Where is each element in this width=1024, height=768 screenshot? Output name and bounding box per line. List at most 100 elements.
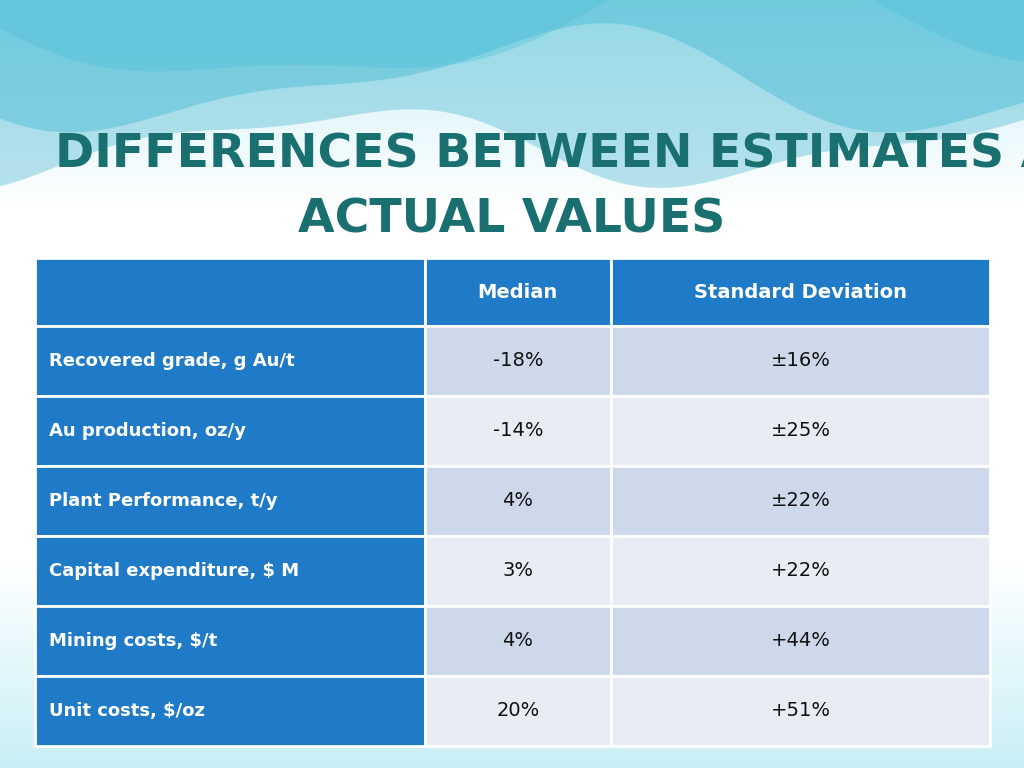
Bar — [0, 701, 1024, 702]
Bar — [0, 669, 1024, 670]
Bar — [0, 618, 1024, 619]
Bar — [0, 24, 1024, 25]
Bar — [0, 697, 1024, 698]
Text: ±22%: ±22% — [770, 492, 830, 511]
Bar — [0, 3, 1024, 4]
Bar — [0, 721, 1024, 722]
Bar — [0, 188, 1024, 189]
Bar — [0, 756, 1024, 757]
Bar — [0, 754, 1024, 755]
Bar — [35, 326, 425, 396]
Text: Au production, oz/y: Au production, oz/y — [49, 422, 246, 440]
Bar — [0, 620, 1024, 621]
Bar — [0, 749, 1024, 750]
Bar — [0, 565, 1024, 566]
Bar — [425, 536, 611, 606]
Bar — [0, 104, 1024, 105]
Bar — [0, 719, 1024, 720]
Bar — [0, 638, 1024, 639]
Bar — [0, 561, 1024, 562]
Bar — [0, 193, 1024, 194]
Bar — [0, 577, 1024, 578]
Bar — [0, 55, 1024, 56]
Bar — [0, 676, 1024, 677]
Bar — [0, 91, 1024, 92]
Bar — [0, 613, 1024, 614]
Text: -14%: -14% — [493, 422, 543, 441]
Bar — [0, 57, 1024, 58]
Bar — [0, 199, 1024, 200]
Bar — [0, 700, 1024, 701]
Bar — [0, 200, 1024, 201]
Bar — [0, 180, 1024, 181]
Bar — [0, 145, 1024, 146]
Bar — [0, 153, 1024, 154]
Bar — [0, 204, 1024, 205]
Bar — [0, 568, 1024, 569]
Text: Unit costs, $/oz: Unit costs, $/oz — [49, 702, 205, 720]
Bar — [0, 206, 1024, 207]
Bar — [0, 7, 1024, 8]
Bar — [0, 170, 1024, 171]
Bar — [0, 196, 1024, 197]
Bar — [0, 628, 1024, 629]
Bar — [0, 643, 1024, 644]
Bar — [0, 71, 1024, 72]
Bar — [0, 35, 1024, 36]
Bar — [0, 130, 1024, 131]
Bar — [425, 466, 611, 536]
Bar — [0, 593, 1024, 594]
Bar — [0, 703, 1024, 704]
Bar — [0, 58, 1024, 59]
Bar — [0, 622, 1024, 623]
Bar — [0, 154, 1024, 155]
Bar — [0, 37, 1024, 38]
Bar — [0, 575, 1024, 576]
Bar — [0, 183, 1024, 184]
Bar — [0, 737, 1024, 738]
Bar — [0, 712, 1024, 713]
Bar — [0, 146, 1024, 147]
Bar — [0, 73, 1024, 74]
Bar — [0, 752, 1024, 753]
Bar — [0, 589, 1024, 590]
Bar — [0, 110, 1024, 111]
Text: 20%: 20% — [496, 701, 540, 720]
Bar — [0, 46, 1024, 47]
Bar — [0, 751, 1024, 752]
Bar — [0, 181, 1024, 182]
Polygon shape — [0, 0, 1024, 132]
Bar — [0, 44, 1024, 45]
Bar — [0, 693, 1024, 694]
Bar — [0, 138, 1024, 139]
Bar — [0, 172, 1024, 173]
Bar — [0, 169, 1024, 170]
Bar — [0, 96, 1024, 97]
Bar — [0, 572, 1024, 573]
Bar — [0, 125, 1024, 126]
Bar — [0, 696, 1024, 697]
Bar — [0, 20, 1024, 21]
Bar — [0, 636, 1024, 637]
Bar — [0, 190, 1024, 191]
Bar — [0, 699, 1024, 700]
Bar — [0, 679, 1024, 680]
Bar — [0, 25, 1024, 26]
Bar — [0, 152, 1024, 153]
Bar — [0, 747, 1024, 748]
Bar — [0, 166, 1024, 167]
Bar — [0, 160, 1024, 161]
Bar — [0, 580, 1024, 581]
Bar — [0, 173, 1024, 174]
Bar — [0, 92, 1024, 93]
Bar — [0, 132, 1024, 133]
Bar — [0, 727, 1024, 728]
Bar — [0, 70, 1024, 71]
Bar — [0, 607, 1024, 608]
Bar — [0, 758, 1024, 759]
Text: +22%: +22% — [770, 561, 830, 581]
Bar — [0, 34, 1024, 35]
Bar — [0, 695, 1024, 696]
Bar — [35, 466, 425, 536]
Bar — [0, 185, 1024, 186]
